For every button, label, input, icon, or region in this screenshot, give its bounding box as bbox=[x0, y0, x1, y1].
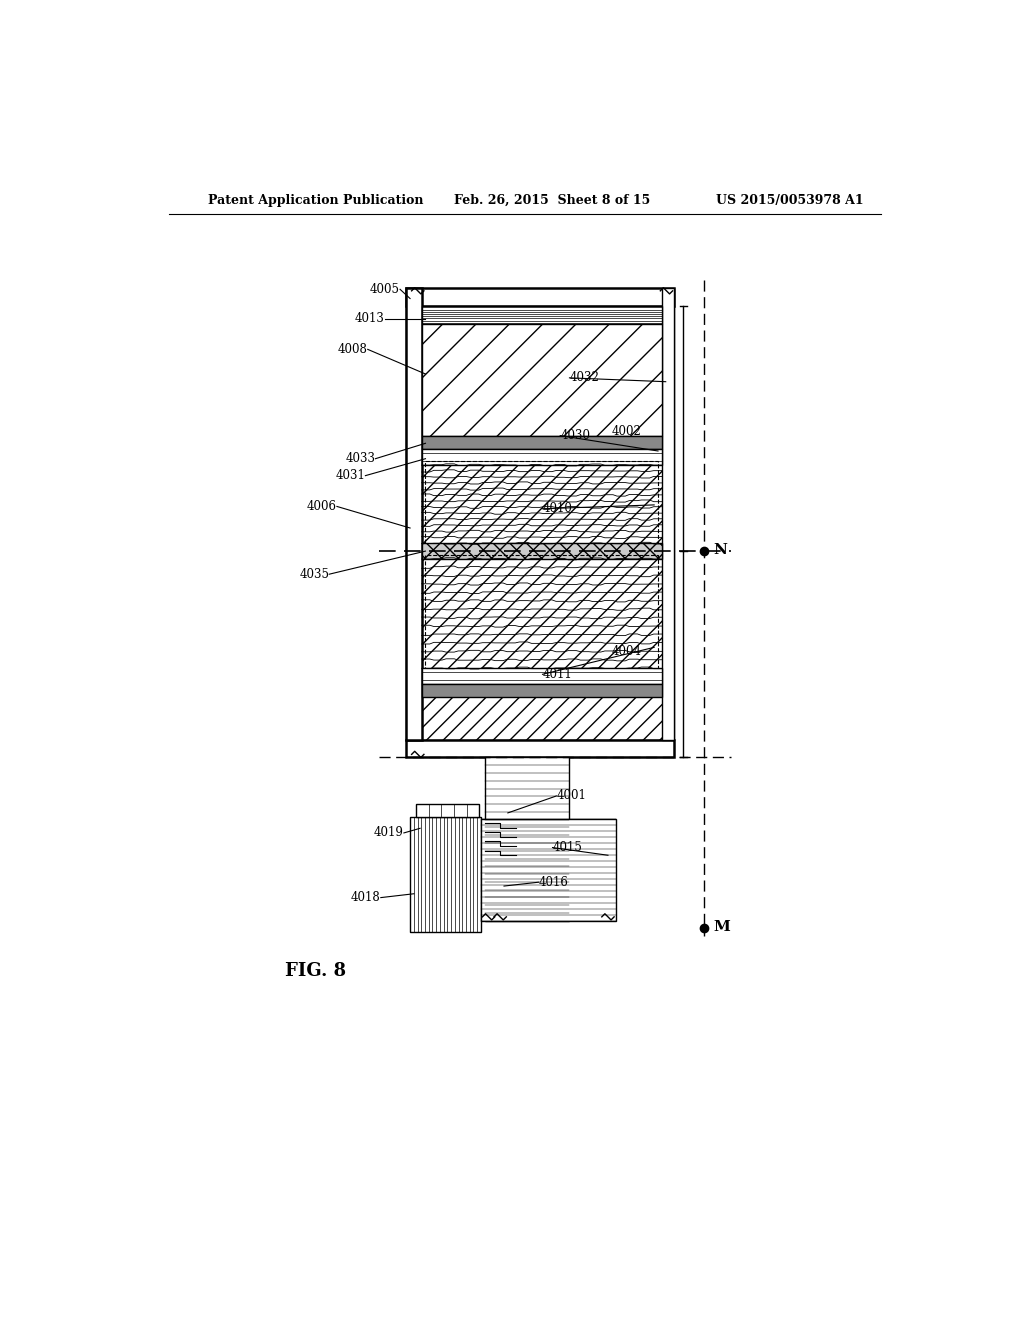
Text: 4004: 4004 bbox=[611, 644, 642, 657]
Text: 4030: 4030 bbox=[560, 429, 590, 442]
Bar bbox=[422, 668, 662, 684]
Text: 4013: 4013 bbox=[354, 312, 385, 325]
Bar bbox=[662, 288, 674, 739]
Text: 4011: 4011 bbox=[543, 668, 572, 681]
Bar bbox=[407, 288, 422, 739]
Text: 4015: 4015 bbox=[553, 841, 583, 854]
Bar bbox=[481, 818, 615, 921]
Text: 4010: 4010 bbox=[543, 502, 572, 515]
Bar bbox=[422, 450, 662, 465]
Bar bbox=[484, 758, 569, 921]
Bar bbox=[422, 684, 662, 697]
Text: FIG. 8: FIG. 8 bbox=[285, 962, 346, 979]
Text: 4031: 4031 bbox=[336, 469, 366, 482]
Text: N: N bbox=[714, 543, 727, 557]
Text: 4018: 4018 bbox=[351, 891, 381, 904]
Text: 4019: 4019 bbox=[374, 826, 403, 840]
Text: 4008: 4008 bbox=[338, 343, 368, 356]
Text: 4033: 4033 bbox=[345, 453, 376, 465]
Text: Patent Application Publication: Patent Application Publication bbox=[208, 194, 423, 207]
Text: M: M bbox=[714, 920, 730, 933]
Bar bbox=[425, 461, 658, 548]
Text: 4002: 4002 bbox=[611, 425, 642, 438]
Text: 4016: 4016 bbox=[539, 875, 568, 888]
Bar bbox=[422, 306, 662, 323]
Bar bbox=[416, 804, 479, 817]
Bar bbox=[422, 323, 662, 436]
Bar bbox=[407, 739, 674, 758]
Bar bbox=[410, 817, 481, 932]
Text: 4005: 4005 bbox=[370, 282, 400, 296]
Text: 4006: 4006 bbox=[307, 500, 337, 513]
Bar bbox=[407, 552, 674, 739]
Bar bbox=[422, 544, 662, 558]
Text: Feb. 26, 2015  Sheet 8 of 15: Feb. 26, 2015 Sheet 8 of 15 bbox=[454, 194, 650, 207]
Text: US 2015/0053978 A1: US 2015/0053978 A1 bbox=[716, 194, 863, 207]
Bar bbox=[407, 288, 674, 306]
Text: 4035: 4035 bbox=[299, 568, 330, 581]
Bar bbox=[407, 306, 674, 552]
Text: 4001: 4001 bbox=[556, 789, 587, 803]
Bar bbox=[425, 554, 658, 672]
Text: 4032: 4032 bbox=[569, 371, 599, 384]
Bar bbox=[422, 436, 662, 449]
